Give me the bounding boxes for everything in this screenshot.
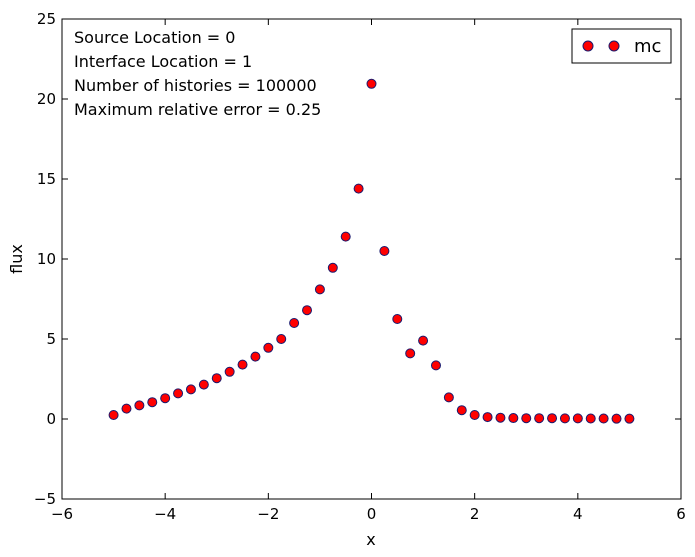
data-point xyxy=(456,405,467,416)
ticks-layer: −6 −4 −2 0 2 4 6 −5 0 5 10 15 20 25 xyxy=(34,10,686,523)
data-point xyxy=(585,413,596,424)
data-point xyxy=(185,384,196,395)
x-tick-label: 6 xyxy=(676,505,686,523)
data-point xyxy=(289,318,300,328)
data-point xyxy=(521,413,532,424)
annotation-interface-location: Interface Location = 1 xyxy=(74,52,252,71)
data-point xyxy=(495,412,506,423)
data-point xyxy=(392,314,403,324)
data-point xyxy=(572,413,583,424)
y-tick-label: 5 xyxy=(46,330,56,348)
annotations-layer: Source Location = 0 Interface Location =… xyxy=(74,28,321,119)
y-tick-label: 20 xyxy=(37,90,56,108)
data-point xyxy=(276,334,287,344)
data-point xyxy=(534,413,545,424)
data-point xyxy=(366,78,377,89)
data-point xyxy=(379,246,390,256)
x-axis-label: x xyxy=(366,530,375,549)
plot-frame xyxy=(61,18,682,500)
data-point xyxy=(443,392,454,403)
data-point xyxy=(405,348,416,359)
x-tick-label: −4 xyxy=(154,505,176,523)
x-tick-label: 0 xyxy=(367,505,377,523)
x-tick-label: 2 xyxy=(470,505,480,523)
legend-marker-left xyxy=(582,40,594,52)
points-layer xyxy=(108,78,635,424)
data-point xyxy=(211,373,222,384)
y-tick-label: 25 xyxy=(37,10,56,28)
y-axis-label: flux xyxy=(7,244,26,274)
data-point xyxy=(353,183,364,194)
data-point xyxy=(121,403,132,414)
annotation-source-location: Source Location = 0 xyxy=(74,28,235,47)
data-point xyxy=(108,410,119,420)
y-tick-label: 0 xyxy=(46,410,56,428)
data-point xyxy=(250,351,261,362)
data-point xyxy=(508,413,519,424)
data-point xyxy=(340,231,351,242)
data-point xyxy=(430,360,441,371)
legend: mc xyxy=(571,28,672,64)
data-point xyxy=(173,388,184,399)
data-point xyxy=(624,413,635,424)
x-tick-label: −6 xyxy=(51,505,73,523)
data-point xyxy=(559,413,570,424)
annotation-number-of-histories: Number of histories = 100000 xyxy=(74,76,317,95)
legend-marker-right xyxy=(608,40,620,52)
data-point xyxy=(327,262,338,273)
data-point xyxy=(314,284,325,295)
legend-label-mc: mc xyxy=(634,36,661,57)
data-point xyxy=(134,400,145,411)
y-tick-label: −5 xyxy=(34,490,56,508)
data-point xyxy=(611,413,622,424)
data-point xyxy=(147,397,158,408)
annotation-max-relative-error: Maximum relative error = 0.25 xyxy=(74,100,321,119)
data-point xyxy=(224,366,235,377)
data-point xyxy=(482,412,493,423)
data-point xyxy=(160,393,171,404)
data-point xyxy=(302,305,313,316)
x-tick-label: 4 xyxy=(573,505,583,523)
y-tick-label: 15 xyxy=(37,170,56,188)
data-point xyxy=(547,413,558,424)
y-tick-label: 10 xyxy=(37,250,56,268)
data-point xyxy=(418,335,429,346)
data-point xyxy=(598,413,609,424)
data-point xyxy=(469,410,480,420)
data-point xyxy=(198,379,209,390)
x-tick-label: −2 xyxy=(257,505,279,523)
data-point xyxy=(237,359,248,370)
data-point xyxy=(263,342,274,353)
